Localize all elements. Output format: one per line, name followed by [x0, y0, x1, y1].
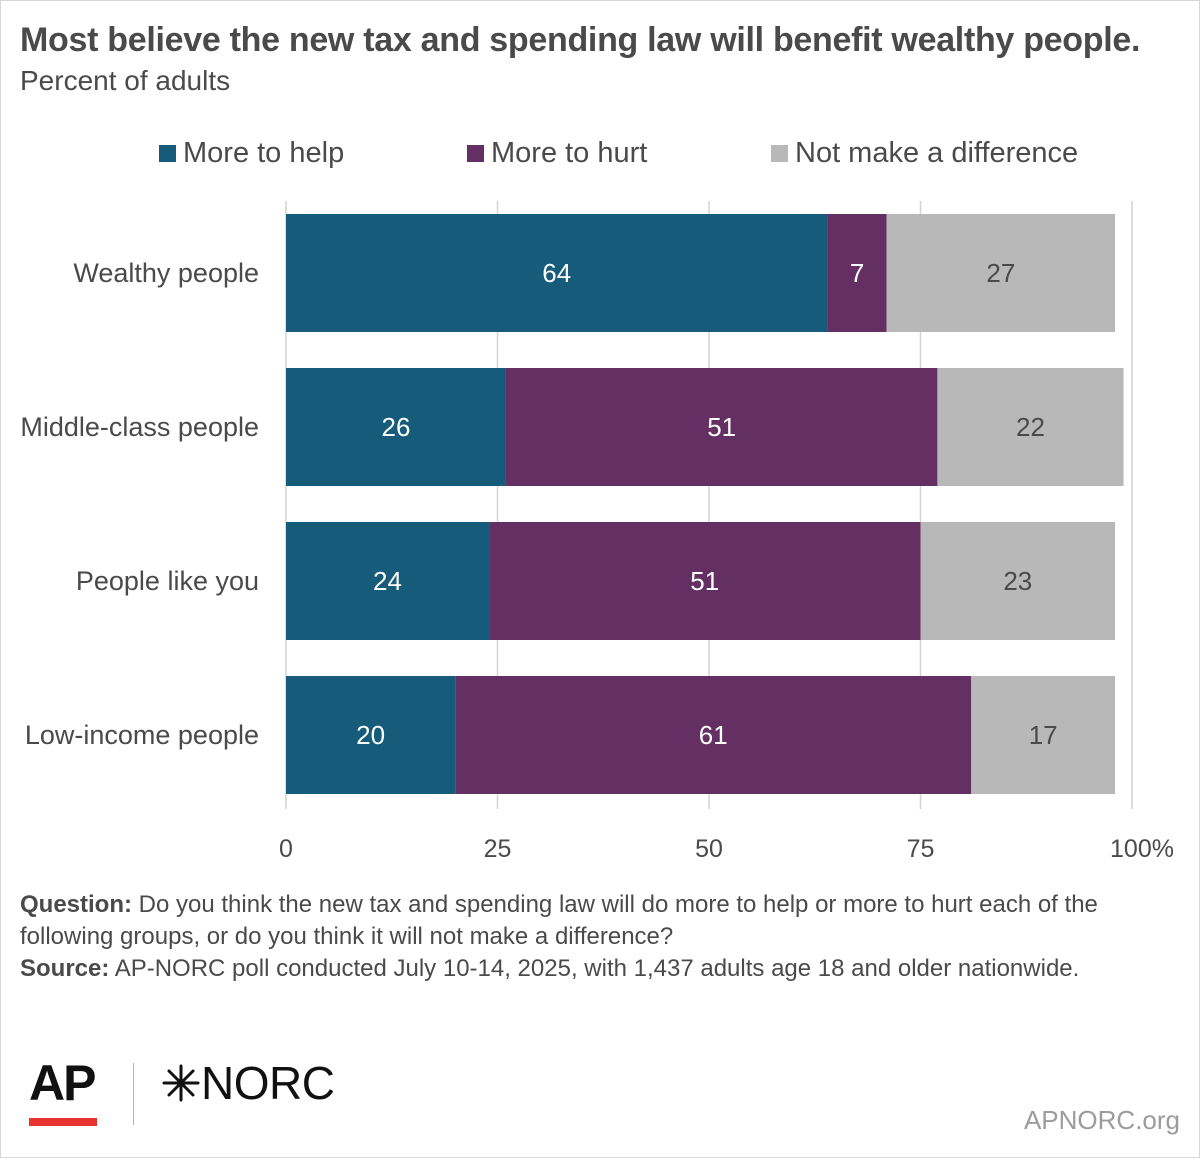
- bar-neutral-3: [971, 676, 1116, 794]
- category-label-2: People like you: [76, 566, 259, 596]
- bar-hurt-2: [489, 522, 921, 640]
- data-label-hurt-0: 7: [850, 258, 864, 288]
- bar-hurt-1: [505, 368, 938, 486]
- bar-hurt-0: [827, 214, 887, 332]
- category-label-1: Middle-class people: [20, 412, 259, 442]
- data-label-neutral-1: 22: [1016, 412, 1045, 442]
- category-label-3: Low-income people: [25, 720, 259, 750]
- ap-logo: AP: [29, 1055, 96, 1111]
- source-label: Source:: [20, 955, 110, 982]
- bar-help-1: [286, 368, 506, 486]
- bar-neutral-2: [920, 522, 1116, 640]
- x-tick-label-0: 0: [279, 835, 293, 863]
- chart-title: Most believe the new tax and spending la…: [20, 21, 1141, 59]
- x-tick-label-25: 25: [484, 835, 512, 863]
- logo-divider: [133, 1063, 134, 1125]
- stacked-bar-chart: 0 25 50 75 100% Wealthy people 64 7 27 Middle-cla…: [20, 201, 1174, 863]
- bar-help-0: [286, 214, 828, 332]
- x-tick-label-100: 100%: [1110, 835, 1174, 863]
- x-tick-label-50: 50: [695, 835, 723, 863]
- norc-logo: NORC: [161, 1057, 335, 1109]
- data-label-hurt-2: 51: [690, 566, 719, 596]
- legend-label-hurt: More to hurt: [491, 136, 648, 169]
- data-label-hurt-3: 61: [699, 720, 728, 750]
- source-text: AP-NORC poll conducted July 10-14, 2025,…: [109, 955, 1080, 982]
- data-label-neutral-2: 23: [1003, 566, 1032, 596]
- chart-notes: Question: Do you think the new tax and s…: [20, 889, 1180, 985]
- bar-help-2: [286, 522, 490, 640]
- legend-item-help: More to help: [159, 135, 344, 171]
- bar-hurt-3: [455, 676, 972, 794]
- question-label: Question:: [20, 891, 132, 918]
- ap-logo-underline: [29, 1118, 97, 1126]
- site-url[interactable]: APNORC.org: [1023, 1105, 1180, 1135]
- data-label-neutral-0: 27: [986, 258, 1015, 288]
- category-label-0: Wealthy people: [73, 258, 259, 288]
- bar-help-3: [286, 676, 456, 794]
- legend-swatch-hurt: [467, 144, 484, 162]
- data-label-neutral-3: 17: [1029, 720, 1058, 750]
- norc-logo-text: NORC: [201, 1057, 335, 1109]
- source-note: Source: AP-NORC poll conducted July 10-1…: [20, 953, 1180, 985]
- chart-subtitle: Percent of adults: [20, 65, 231, 96]
- legend-swatch-help: [159, 144, 176, 162]
- data-label-hurt-1: 51: [707, 412, 736, 442]
- bar-neutral-0: [886, 214, 1116, 332]
- legend-swatch-neutral: [771, 144, 788, 162]
- data-label-help-0: 64: [542, 258, 571, 288]
- x-tick-label-75: 75: [907, 835, 935, 863]
- legend-item-hurt: More to hurt: [467, 135, 647, 171]
- question-note: Question: Do you think the new tax and s…: [20, 889, 1180, 953]
- legend-item-neutral: Not make a difference: [771, 135, 1078, 171]
- legend-label-neutral: Not make a difference: [795, 136, 1079, 169]
- asterisk-star-icon: [162, 1064, 200, 1102]
- bar-neutral-1: [937, 368, 1124, 486]
- data-label-help-2: 24: [373, 566, 402, 596]
- data-label-help-1: 26: [382, 412, 411, 442]
- data-label-help-3: 20: [356, 720, 385, 750]
- question-text: Do you think the new tax and spending la…: [20, 891, 1098, 950]
- legend-label-help: More to help: [183, 136, 345, 169]
